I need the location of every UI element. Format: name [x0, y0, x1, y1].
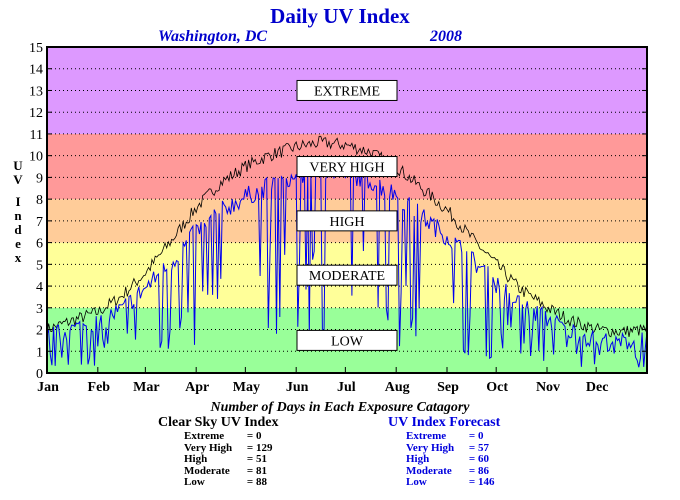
- band-label-very-high: VERY HIGH: [296, 156, 398, 178]
- forecast-row: Moderate = 86: [406, 464, 518, 478]
- clear-sky-label: Low: [184, 476, 205, 488]
- forecast-label: Low: [406, 476, 427, 488]
- y-tick-label: 5: [36, 258, 43, 273]
- forecast-value: 57: [478, 441, 489, 454]
- band-label-extreme: EXTREME: [296, 79, 398, 101]
- clear-sky-equals: =: [246, 476, 254, 488]
- y-tick-label: 9: [36, 171, 43, 186]
- clear-sky-value: 81: [256, 464, 267, 477]
- x-tick-label: May: [233, 380, 260, 395]
- y-tick-label: 8: [36, 193, 43, 208]
- forecast-row: High = 60: [406, 453, 518, 466]
- clear-sky-value: 88: [256, 476, 267, 488]
- forecast-summary: UV Index Forecast Extreme = 0 Very High = 57 H…: [388, 415, 518, 489]
- band-label-text: HIGH: [330, 215, 365, 230]
- y-tick-label: 0: [36, 367, 43, 382]
- clear-sky-summary: Clear Sky UV Index Extreme = 0 Very High = 12…: [158, 415, 296, 489]
- forecast-row: Extreme = 0: [406, 430, 518, 443]
- y-tick-label: 15: [29, 41, 43, 56]
- y-tick-label: 3: [36, 302, 43, 317]
- clear-sky-value: 129: [256, 441, 273, 454]
- band-label-moderate: MODERATE: [296, 264, 398, 286]
- x-tick-label: Sep: [437, 380, 459, 395]
- x-tick-label: Jun: [286, 380, 309, 395]
- forecast-label: Moderate: [406, 464, 452, 477]
- x-tick-label: Jan: [37, 380, 59, 395]
- band-label-high: HIGH: [296, 210, 398, 232]
- forecast-row: Very High = 57: [406, 441, 518, 455]
- clear-sky-row: Extreme = 0: [184, 430, 296, 443]
- band-label-text: LOW: [331, 334, 364, 349]
- band-label-text: EXTREME: [314, 84, 380, 99]
- y-tick-label: 7: [36, 215, 43, 230]
- x-tick-label: Aug: [385, 380, 410, 395]
- forecast-value: 86: [478, 464, 489, 477]
- y-tick-label: 2: [36, 324, 43, 339]
- exposure-note: Number of Days in Each Exposure Catagory: [210, 400, 470, 415]
- clear-sky-label: Extreme: [184, 430, 225, 442]
- clear-sky-series-line: [46, 135, 648, 338]
- clear-sky-row: Moderate = 81: [184, 464, 296, 478]
- forecast-row: Low = 146: [406, 476, 518, 489]
- clear-sky-equals: =: [246, 441, 254, 454]
- chart-year: 2008: [429, 28, 462, 45]
- x-tick-label: Apr: [185, 380, 209, 395]
- y-tick-label: 11: [30, 128, 43, 143]
- forecast-label: High: [406, 453, 430, 465]
- x-tick-label: Feb: [88, 380, 111, 395]
- clear-sky-row: Very High = 129: [184, 441, 296, 455]
- clear-sky-equals: =: [246, 464, 254, 477]
- y-tick-label: 13: [29, 84, 43, 99]
- clear-sky-row: Low = 88: [184, 476, 296, 489]
- band-label-low: LOW: [296, 329, 398, 351]
- clear-sky-value: 0: [256, 430, 262, 442]
- x-tick-label: Jul: [337, 380, 356, 395]
- forecast-equals: =: [468, 476, 476, 488]
- forecast-value: 146: [478, 476, 495, 488]
- clear-sky-equals: =: [246, 430, 254, 442]
- x-tick-label: Mar: [133, 380, 159, 395]
- y-tick-label: 10: [29, 150, 43, 165]
- y-tick-label: 12: [29, 106, 43, 121]
- clear-sky-equals: =: [246, 453, 254, 465]
- forecast-label: Very High: [406, 441, 455, 454]
- clear-sky-row: High = 51: [184, 453, 296, 466]
- forecast-equals: =: [468, 430, 476, 442]
- clear-sky-label: High: [184, 453, 208, 465]
- band-label-text: VERY HIGH: [309, 161, 384, 176]
- band-label-text: MODERATE: [309, 269, 385, 284]
- y-tick-label: 4: [36, 280, 43, 295]
- y-tick-label: 6: [36, 237, 43, 252]
- clear-sky-label: Moderate: [184, 464, 230, 477]
- forecast-equals: =: [468, 464, 476, 477]
- forecast-value: 0: [478, 430, 484, 442]
- y-tick-label: 14: [29, 63, 43, 78]
- x-tick-label: Nov: [536, 380, 560, 395]
- plot-frame: [46, 46, 648, 374]
- clear-sky-value: 51: [256, 453, 267, 465]
- chart-title: Daily UV Index: [270, 4, 410, 28]
- chart-location: Washington, DC: [158, 28, 267, 45]
- forecast-title: UV Index Forecast: [388, 415, 501, 430]
- forecast-equals: =: [468, 441, 476, 454]
- y-tick-label: 1: [36, 345, 43, 360]
- forecast-equals: =: [468, 453, 476, 465]
- x-tick-label: Oct: [486, 380, 508, 395]
- x-tick-label: Dec: [586, 380, 609, 395]
- forecast-value: 60: [478, 453, 489, 465]
- clear-sky-label: Very High: [184, 441, 233, 454]
- clear-sky-title: Clear Sky UV Index: [158, 415, 279, 430]
- forecast-label: Extreme: [406, 430, 447, 442]
